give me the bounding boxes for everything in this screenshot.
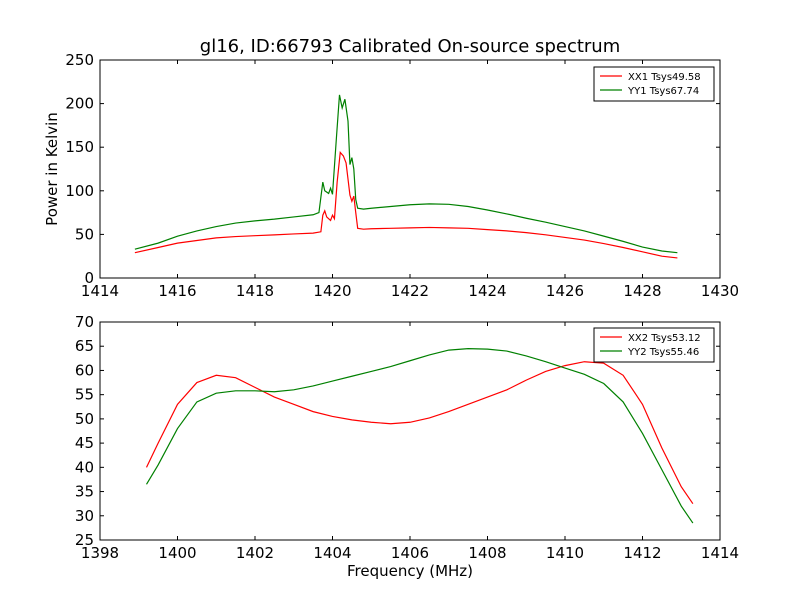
top-y-tick-label: 0: [84, 269, 94, 287]
bottom-legend: XX2 Tsys53.12 YY2 Tsys55.46: [593, 327, 715, 363]
top-legend-label-1: XX1 Tsys49.58: [628, 72, 701, 83]
bottom-series-line-2: [145, 348, 694, 524]
top-y-tick-label: 150: [65, 138, 94, 156]
bottom-x-tick-label: 1408: [468, 544, 506, 562]
top-x-tick-label: 1430: [701, 282, 739, 300]
top-x-tick-label: 1428: [623, 282, 661, 300]
top-series-line-2: [134, 94, 678, 254]
bottom-x-tick-label: 1400: [158, 544, 196, 562]
bottom-y-tick-label: 25: [75, 531, 94, 549]
bottom-x-tick-label: 1414: [701, 544, 739, 562]
top-x-tick-label: 1420: [313, 282, 351, 300]
bottom-x-tick-label: 1412: [623, 544, 661, 562]
bottom-y-tick-label: 55: [75, 386, 94, 404]
bottom-x-tick-label: 1402: [236, 544, 274, 562]
top-x-tick-label: 1424: [468, 282, 506, 300]
bottom-x-tick-label: 1398: [81, 544, 119, 562]
bottom-legend-box: [593, 327, 715, 363]
top-y-tick-label: 100: [65, 182, 94, 200]
bottom-x-tick-label: 1404: [313, 544, 351, 562]
bottom-y-tick-label: 30: [75, 507, 94, 525]
bottom-panel: 1398 1400 1402 1404 1406 1408 1410 1412 1414 25 30…: [75, 313, 739, 562]
top-series-line-1: [134, 151, 678, 259]
top-x-tick-label: 1416: [158, 282, 196, 300]
top-panel: 1414 1416 1418 1420 1422 1424 1426 1428 1430 0 50 1…: [65, 51, 739, 300]
bottom-x-axis-label: Frequency (MHz): [347, 562, 473, 580]
bottom-y-tick-label: 35: [75, 483, 94, 501]
bottom-y-tick-label: 65: [75, 337, 94, 355]
bottom-y-tick-label: 50: [75, 410, 94, 428]
top-x-tick-label: 1426: [546, 282, 584, 300]
top-legend-box: [593, 66, 715, 102]
bottom-y-tick-label: 40: [75, 458, 94, 476]
top-x-tick-label: 1422: [391, 282, 429, 300]
bottom-x-tick-label: 1410: [546, 544, 584, 562]
bottom-series-line-1: [145, 361, 694, 505]
top-y-tick-label: 50: [75, 225, 94, 243]
top-legend: XX1 Tsys49.58 YY1 Tsys67.74: [593, 66, 715, 102]
bottom-y-tick-label: 70: [75, 313, 94, 331]
bottom-legend-label-2: YY2 Tsys55.46: [627, 347, 699, 358]
top-y-tick-label: 250: [65, 51, 94, 69]
top-legend-label-2: YY1 Tsys67.74: [627, 86, 699, 97]
bottom-y-tick-label: 45: [75, 434, 94, 452]
bottom-x-tick-label: 1406: [391, 544, 429, 562]
top-y-tick-label: 200: [65, 95, 94, 113]
chart-title: gl16, ID:66793 Calibrated On-source spec…: [200, 36, 620, 57]
top-y-axis-label: Power in Kelvin: [43, 112, 61, 226]
bottom-legend-label-1: XX2 Tsys53.12: [628, 333, 701, 344]
bottom-y-tick-label: 60: [75, 361, 94, 379]
top-x-tick-label: 1418: [236, 282, 274, 300]
top-x-tick-label: 1414: [81, 282, 119, 300]
